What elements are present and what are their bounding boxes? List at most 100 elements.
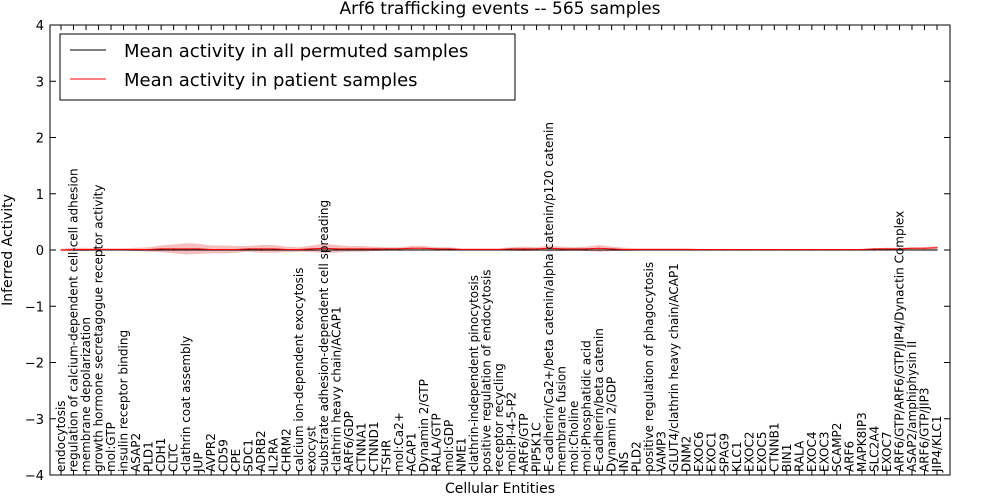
entity-label: ASAP2/amphiphysin II [905,341,919,472]
data-point-permuted [248,249,250,251]
data-point-patient [623,248,625,251]
entity-label: mol:Choline [567,401,581,472]
entity-label: E-cadherin/beta catenin [592,328,606,472]
data-point-permuted [911,249,913,251]
data-point-patient [223,248,225,251]
x-tick-layer [60,25,938,475]
data-point-patient [198,248,200,250]
entity-label: growth hormone secretagogue receptor act… [92,185,106,472]
data-point-patient [510,248,513,250]
entity-label: INS [617,452,631,472]
data-point-permuted [435,249,438,251]
data-point-permuted [560,249,563,251]
data-point-patient [148,248,150,251]
data-point-patient [273,248,275,250]
data-point-patient [936,247,938,249]
data-point-patient [135,248,137,251]
data-point-patient [823,248,825,251]
data-point-permuted [373,249,375,251]
y-tick-layer: −4 −3 −2 −1 0 1 2 3 4 [25,19,950,484]
entity-label: clathrin-independent pinocytosis [467,275,481,472]
data-point-patient [911,247,913,249]
data-point-patient [122,248,125,251]
data-point-patient [423,247,425,249]
data-point-permuted [423,249,425,251]
legend-box [59,33,516,101]
entity-label: JIP4/KLC1 [930,415,944,473]
entity-label: ARF6/GTP/JIP3 [917,387,931,472]
data-point-permuted [886,249,888,251]
entity-label: EXOC2 [742,432,756,473]
data-point-permuted [160,249,162,251]
entity-label: SDC1 [242,439,256,472]
y-tick-label: 2 [36,132,44,147]
data-point-patient [898,248,901,250]
entity-label: CHRM2 [279,428,293,472]
data-point-permuted [598,249,600,251]
data-point-patient [848,248,851,251]
series-layer [60,247,938,251]
y-tick-label: −2 [25,357,44,372]
data-point-permuted [573,249,575,251]
entity-label: NME1 [454,437,468,472]
entity-label: RALA [792,440,806,472]
data-point-permuted [898,249,901,251]
entity-label: membrane fusion [555,366,569,472]
data-point-permuted [185,249,187,251]
data-point-patient [535,248,538,250]
entity-label: JUP [192,452,206,473]
entity-label: IL2RA [267,437,281,472]
entity-label: SLC2A4 [867,426,881,472]
entity-label: mol:GTP [104,422,118,472]
data-point-permuted [611,249,613,251]
data-point-patient [373,248,375,250]
entity-label: Dynamin 2/GTP [417,379,431,472]
entity-label: ARF6/GDP [342,411,356,472]
entity-label: PLD1 [142,441,156,472]
entity-label: GLUT4/clathrin heavy chain/ACAP1 [667,263,681,472]
entity-label: EXOC7 [880,432,894,473]
entity-label: membrane depolarization [79,317,93,472]
data-point-permuted [586,249,588,251]
data-point-patient [560,248,563,250]
data-point-patient [260,248,262,250]
entity-label: substrate adhesion-dependent cell spread… [317,200,331,472]
data-point-patient [110,248,112,251]
legend-label-patient: Mean activity in patient samples [124,70,418,91]
entity-label: positive regulation of endocytosis [479,269,493,472]
data-point-patient [335,248,337,250]
data-point-patient [811,248,813,251]
data-point-patient [523,248,525,250]
data-point-patient [97,248,100,251]
entity-label: VAMP3 [655,431,669,472]
data-point-permuted [273,249,275,251]
data-point-permuted [348,249,350,251]
entity-label: RALA/GTP [429,413,443,472]
plot-frame [49,24,951,476]
entity-label: TSHR [379,440,393,473]
entity-label: CTNNB1 [767,422,781,472]
entity-label: SPAG9 [717,433,731,472]
entity-label: regulation of calcium-dependent cell-cel… [67,168,81,472]
data-point-permuted [936,249,938,251]
entity-label: insulin receptor binding [117,330,131,472]
data-point-patient [498,248,500,251]
entity-label: EXOC6 [692,432,706,473]
data-point-patient [410,247,412,249]
data-point-patient [748,248,750,251]
data-point-patient [173,248,175,250]
entity-label: PIP5K1C [530,422,544,472]
entity-label: CLTC [167,444,181,472]
entity-label: KLC1 [730,441,744,472]
data-point-permuted [323,249,325,251]
data-point-permuted [448,249,450,251]
entity-label: mol:GDP [442,420,456,472]
entity-label: ADRB2 [254,430,268,472]
y-tick-label: −4 [25,469,44,484]
entity-label: CTNNA1 [354,422,368,472]
entity-label: EXOC1 [705,432,719,473]
chart-title: Arf6 trafficking events -- 565 samples [339,0,660,19]
data-point-patient [786,248,788,251]
